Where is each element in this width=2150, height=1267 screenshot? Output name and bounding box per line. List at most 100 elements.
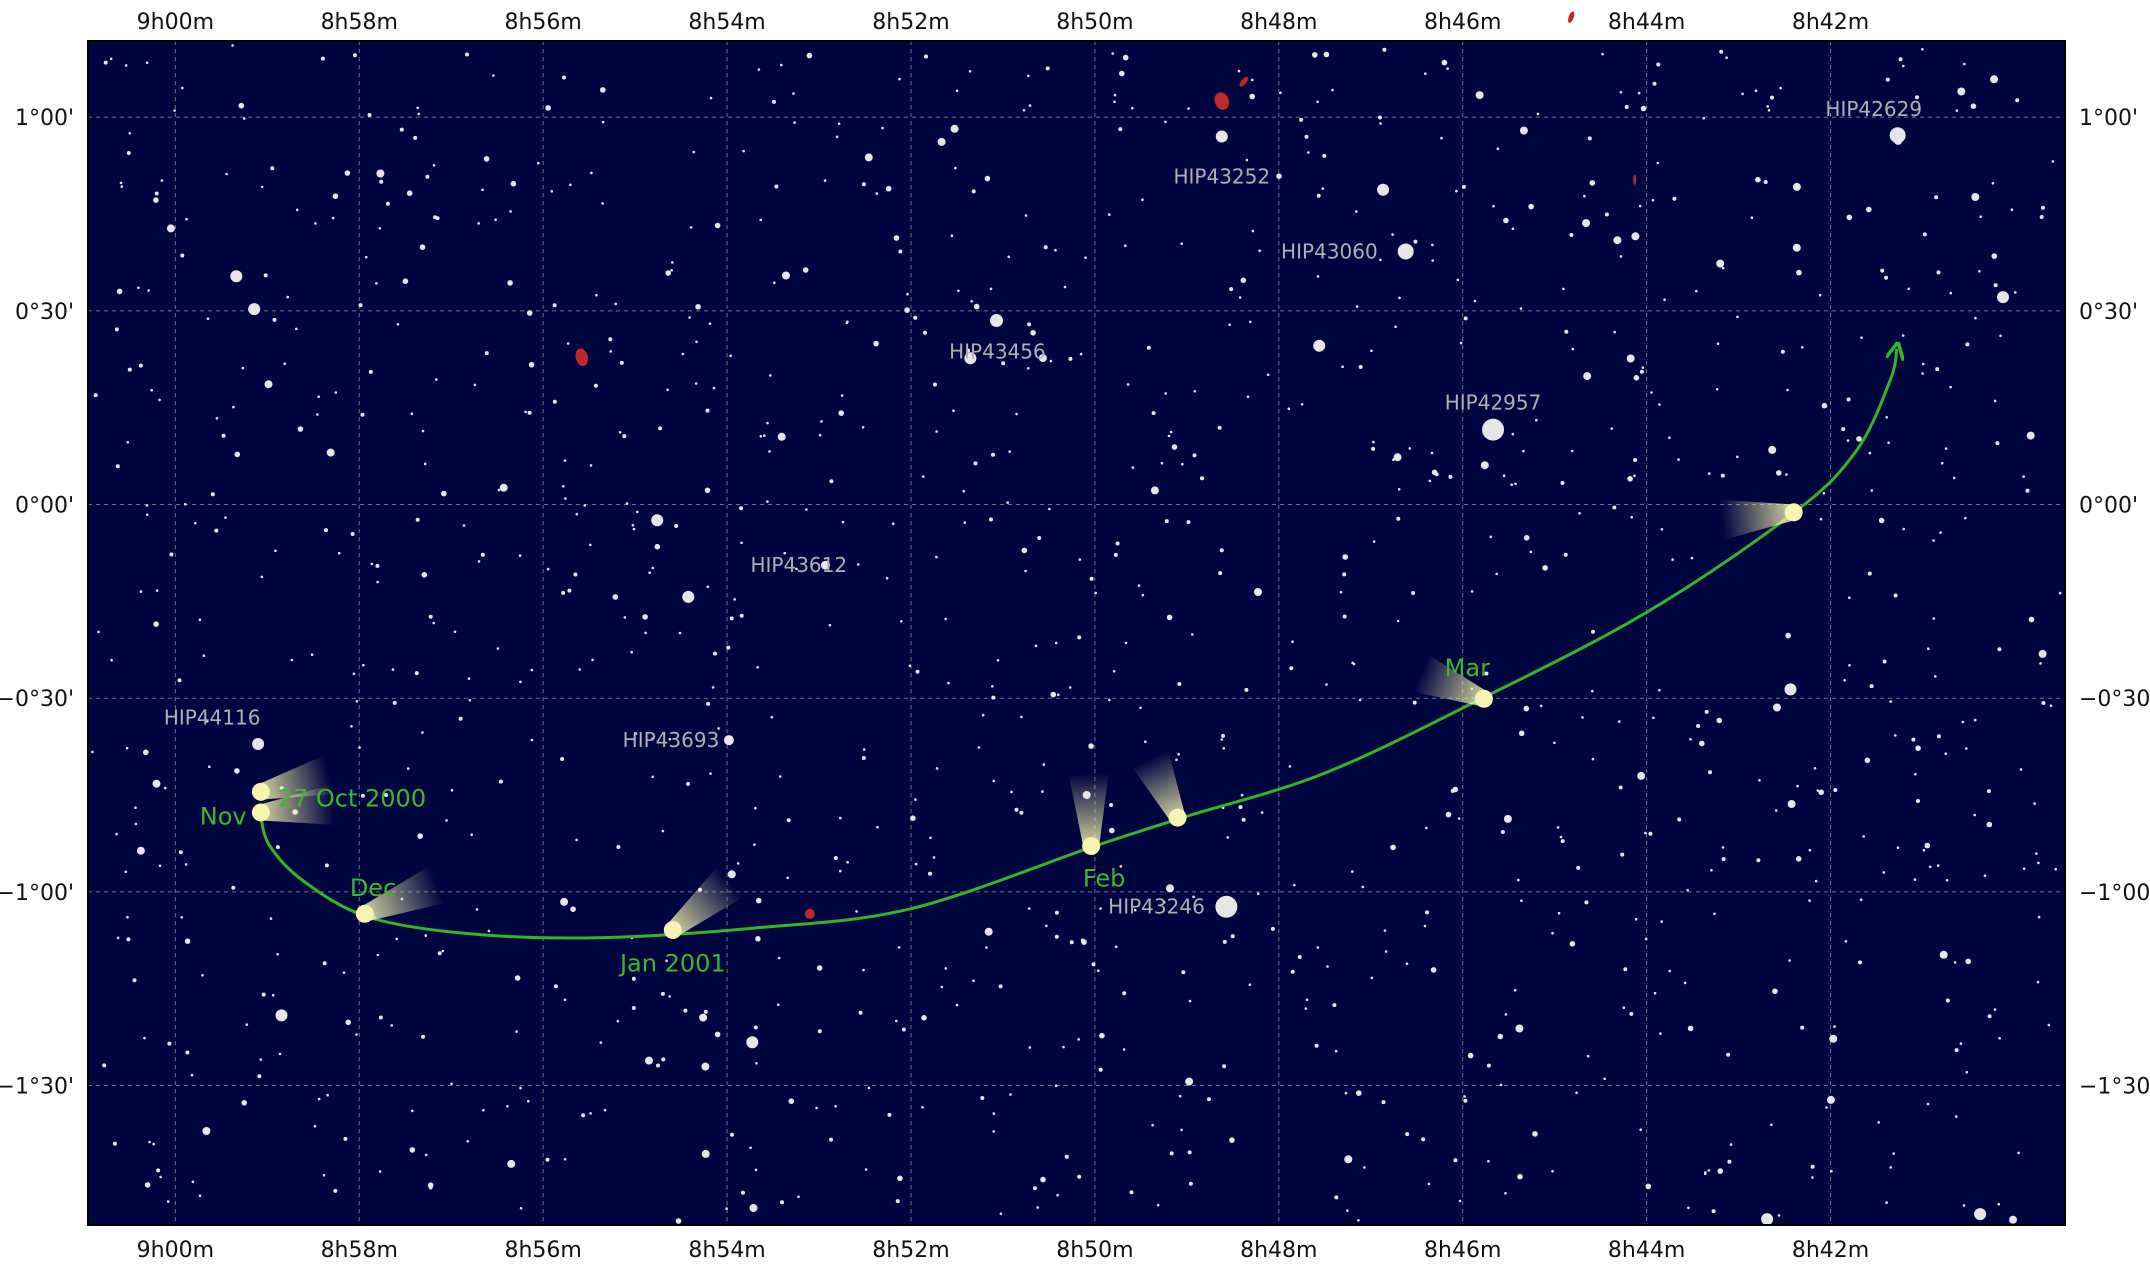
background-star [864, 1168, 868, 1171]
background-star [1721, 266, 1725, 270]
background-star [355, 1033, 358, 1036]
path-date-label: Jan 2001 [618, 950, 726, 978]
background-star [1492, 204, 1495, 208]
background-star [421, 429, 425, 433]
background-star [1378, 115, 1382, 120]
background-star [1945, 998, 1950, 1003]
background-star [778, 775, 782, 778]
background-star [1187, 107, 1190, 110]
background-star [1218, 571, 1223, 576]
background-star [1220, 738, 1224, 741]
background-star [334, 391, 338, 394]
background-star [150, 388, 153, 392]
background-star [862, 968, 865, 972]
background-star [326, 448, 335, 457]
background-star [913, 315, 918, 320]
background-star [152, 1142, 155, 1146]
background-star [581, 1113, 586, 1118]
background-star [1583, 372, 1592, 381]
background-star [332, 193, 339, 199]
background-star [337, 551, 341, 555]
background-star [783, 551, 786, 555]
background-star [1332, 1003, 1337, 1008]
background-star [402, 278, 409, 285]
background-star [1921, 48, 1924, 51]
background-star [1109, 827, 1115, 834]
background-star [1523, 535, 1530, 541]
x-tick-label-bottom: 8h42m [1792, 1238, 1869, 1262]
background-star [231, 44, 234, 47]
background-star [518, 554, 522, 557]
background-star [153, 621, 159, 627]
background-star [1249, 93, 1255, 100]
background-star [1964, 516, 1967, 520]
background-star [921, 1015, 927, 1021]
background-star [1028, 1046, 1032, 1049]
background-star [375, 563, 380, 568]
background-star [147, 289, 150, 292]
x-tick-label-bottom: 8h48m [1240, 1238, 1317, 1262]
background-star [1936, 734, 1941, 739]
background-star [712, 386, 716, 390]
background-star [1097, 969, 1100, 972]
background-star [1517, 1173, 1523, 1180]
background-star [1882, 659, 1887, 664]
background-star [1166, 614, 1173, 621]
background-star [1808, 899, 1811, 902]
background-star [482, 1108, 485, 1112]
background-star [964, 352, 977, 365]
background-star [1689, 738, 1692, 741]
background-star [194, 521, 197, 525]
background-star [1162, 900, 1166, 904]
background-star [1830, 1169, 1833, 1173]
background-star [1019, 810, 1024, 815]
background-star [1998, 1036, 2001, 1040]
background-star [333, 1188, 338, 1193]
background-star [632, 527, 636, 531]
background-star [788, 1098, 795, 1104]
background-star [560, 757, 565, 761]
background-star [128, 132, 132, 135]
background-star [1398, 296, 1401, 300]
background-star [1260, 811, 1264, 814]
background-star [1860, 336, 1863, 340]
background-star [1539, 704, 1543, 708]
background-star [1305, 998, 1309, 1002]
galaxy-marker [1214, 92, 1230, 110]
background-star [1870, 489, 1874, 492]
background-star [1473, 299, 1477, 303]
background-star [427, 1182, 434, 1188]
background-star [1856, 436, 1862, 442]
background-star [1193, 390, 1197, 393]
background-star [526, 310, 533, 316]
background-star [898, 249, 903, 254]
background-star [1583, 194, 1586, 198]
background-star [1049, 359, 1053, 363]
background-star [1591, 757, 1595, 761]
background-star [110, 658, 113, 662]
background-star [729, 616, 734, 621]
background-star [484, 351, 489, 356]
background-star [1822, 492, 1826, 495]
background-star [1118, 127, 1123, 132]
background-star [756, 666, 759, 669]
background-star [1156, 1203, 1160, 1207]
background-star [1358, 365, 1363, 369]
background-star [1323, 51, 1330, 58]
background-star [1624, 105, 1629, 109]
background-star [689, 226, 693, 229]
background-star [283, 362, 287, 366]
background-star [433, 215, 437, 220]
background-star [940, 985, 944, 989]
background-star [2051, 160, 2055, 163]
x-tick-label-bottom: 8h54m [688, 1238, 765, 1262]
background-star [1619, 91, 1623, 94]
background-star [1843, 679, 1846, 682]
background-star [2041, 205, 2045, 210]
background-star [1766, 105, 1769, 108]
background-star [1955, 109, 1959, 112]
background-star [224, 516, 227, 519]
background-star [1188, 999, 1192, 1003]
deep-sky-objects [575, 11, 1637, 919]
background-star [1024, 569, 1027, 573]
